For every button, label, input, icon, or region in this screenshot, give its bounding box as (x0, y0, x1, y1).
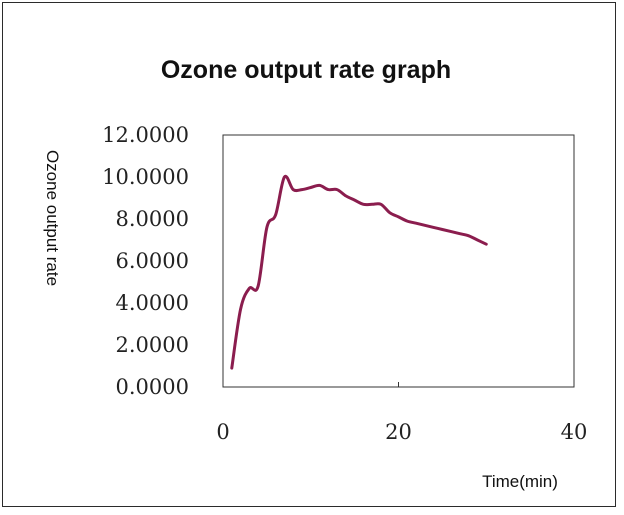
y-tick-label: 10.0000 (102, 165, 189, 189)
x-tick-label: 0 (216, 420, 229, 444)
y-axis-label: Ozone output rate (43, 150, 62, 286)
y-tick-labels: 0.0000 2.0000 4.0000 6.0000 8.0000 10.0000 12.… (102, 123, 189, 399)
y-tick-label: 0.0000 (116, 375, 189, 399)
y-tick-label: 6.0000 (116, 249, 189, 273)
plot-area (222, 134, 575, 388)
series-layer (230, 174, 488, 370)
y-tick-label: 2.0000 (116, 333, 189, 357)
x-tick-label: 20 (385, 420, 412, 444)
chart: Ozone output rate graph Ozone output rat… (43, 56, 587, 491)
y-tick-label: 8.0000 (116, 207, 189, 231)
chart-frame: Ozone output rate graph Ozone output rat… (2, 2, 616, 507)
x-axis-label: Time(min) (482, 472, 558, 491)
x-tick-label: 40 (561, 420, 588, 444)
chart-title: Ozone output rate graph (161, 56, 451, 84)
x-tick-labels: 0 20 40 (216, 420, 587, 444)
series-line-0 (230, 174, 488, 370)
y-tick-label: 12.0000 (102, 123, 189, 147)
y-tick-label: 4.0000 (116, 291, 189, 315)
